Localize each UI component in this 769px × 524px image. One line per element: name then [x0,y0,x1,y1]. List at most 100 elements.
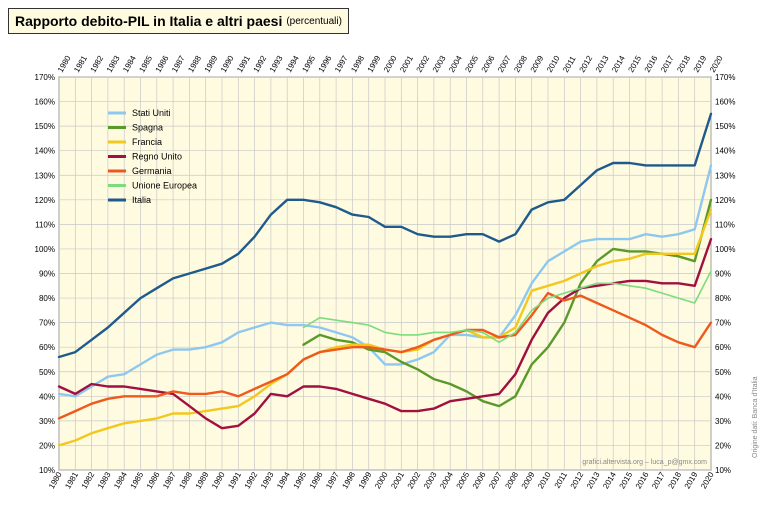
series-line-germania [57,291,713,420]
y-tick-label-right: 80% [715,294,731,303]
y-tick-label-left: 40% [39,392,55,401]
x-tick-label-bottom: 2010 [536,470,553,490]
x-tick-label-bottom: 2020 [699,470,716,490]
x-tick-label-bottom: 2002 [406,470,423,490]
y-tick-label-left: 100% [35,245,55,254]
x-tick-label-bottom: 1984 [112,470,129,490]
x-tick-label-bottom: 2006 [471,470,488,490]
series-line-stati-uniti [57,164,713,398]
x-tick-label-top: 2018 [675,54,692,74]
x-tick-label-bottom: 1982 [80,470,97,490]
x-tick-label-top: 1994 [284,54,301,74]
x-tick-label-top: 2014 [610,54,627,74]
x-tick-label-top: 2004 [447,54,464,74]
x-tick-label-top: 2013 [594,54,611,74]
x-tick-label-bottom: 1994 [275,470,292,490]
x-tick-label-top: 2001 [398,54,415,74]
x-tick-label-top: 1992 [252,54,269,74]
x-tick-label-top: 1987 [170,54,187,74]
x-tick-label-top: 1995 [300,54,317,74]
x-tick-label-top: 1997 [333,54,350,74]
y-tick-label-right: 170% [715,73,735,82]
x-tick-label-bottom: 1989 [194,470,211,490]
series-layer [57,112,713,447]
legend-label-regno-unito: Regno Unito [132,152,182,162]
x-tick-label-bottom: 2015 [618,470,635,490]
x-tick-label-top: 1988 [186,54,203,74]
x-tick-label-top: 1993 [268,54,285,74]
x-tick-label-top: 2019 [692,54,709,74]
y-tick-label-left: 30% [39,417,55,426]
x-tick-label-top: 2000 [382,54,399,74]
chart-title-box: Rapporto debito-PIL in Italia e altri pa… [8,8,349,34]
series-line-unione-europea [302,270,712,344]
y-tick-label-right: 10% [715,466,731,475]
x-tick-label-bottom: 1990 [210,470,227,490]
x-tick-label-bottom: 2014 [601,470,618,490]
x-tick-label-bottom: 2004 [438,470,455,490]
x-tick-label-top: 1989 [203,54,220,74]
y-tick-label-left: 110% [35,220,55,229]
y-tick-label-right: 20% [715,441,731,450]
x-tick-label-bottom: 2009 [520,470,537,490]
x-tick-label-top: 1996 [317,54,334,74]
x-tick-label-bottom: 2018 [666,470,683,490]
y-tick-label-left: 90% [39,270,55,279]
x-tick-label-top: 2012 [578,54,595,74]
x-tick-label-top: 1990 [219,54,236,74]
legend-label-italia: Italia [132,195,151,205]
y-tick-label-right: 100% [715,245,735,254]
x-tick-label-bottom: 2013 [585,470,602,490]
x-tick-label-top: 1998 [349,54,366,74]
legend-label-unione-europea: Unione Europea [132,181,197,191]
legend-label-francia: Francia [132,137,162,147]
y-tick-label-right: 60% [715,343,731,352]
x-tick-label-bottom: 2003 [422,470,439,490]
grid-layer [58,76,712,471]
x-tick-label-bottom: 1992 [243,470,260,490]
x-tick-label-top: 2003 [431,54,448,74]
x-tick-label-bottom: 1983 [96,470,113,490]
y-tick-label-right: 120% [715,196,735,205]
x-tick-label-bottom: 2017 [650,470,667,490]
y-tick-label-right: 30% [715,417,731,426]
source-credit: Origine dati: Banca d'Italia [752,376,759,458]
y-tick-label-right: 160% [715,98,735,107]
x-tick-label-bottom: 2007 [487,470,504,490]
x-tick-label-top: 2020 [708,54,725,74]
x-tick-label-top: 1985 [137,54,154,74]
y-tick-label-right: 130% [715,171,735,180]
x-tick-label-top: 2007 [496,54,513,74]
x-tick-label-bottom: 2000 [373,470,390,490]
chart-title: Rapporto debito-PIL in Italia e altri pa… [15,13,283,29]
x-tick-label-bottom: 2011 [553,470,570,490]
x-tick-label-bottom: 2005 [455,470,472,490]
x-tick-label-bottom: 2012 [569,470,586,490]
x-tick-label-top: 1982 [89,54,106,74]
x-tick-label-top: 1981 [72,54,89,74]
x-tick-label-top: 1980 [56,54,73,74]
legend-label-spagna: Spagna [132,123,163,133]
x-tick-label-top: 2008 [512,54,529,74]
x-tick-label-top: 2009 [529,54,546,74]
y-tick-label-left: 80% [39,294,55,303]
x-tick-label-top: 1999 [366,54,383,74]
x-tick-label-bottom: 2016 [634,470,651,490]
x-tick-label-top: 1986 [154,54,171,74]
x-tick-label-bottom: 2019 [683,470,700,490]
x-tick-label-bottom: 1999 [357,470,374,490]
x-tick-label-top: 2015 [626,54,643,74]
legend-label-stati-uniti: Stati Uniti [132,108,171,118]
legend: Stati Uniti Spagna Francia Regno Unito Germa… [108,108,197,205]
y-tick-label-left: 50% [39,368,55,377]
x-tick-label-top: 2006 [480,54,497,74]
y-tick-label-left: 130% [35,171,55,180]
x-tick-label-bottom: 1993 [259,470,276,490]
y-tick-label-left: 70% [39,319,55,328]
y-tick-label-right: 40% [715,392,731,401]
series-line-italia [57,112,713,359]
author-credit: grafici.altervista.org – luca_p@gmx.com [582,459,707,466]
chart-subtitle: (percentuali) [286,15,342,27]
y-tick-label-left: 140% [35,147,55,156]
